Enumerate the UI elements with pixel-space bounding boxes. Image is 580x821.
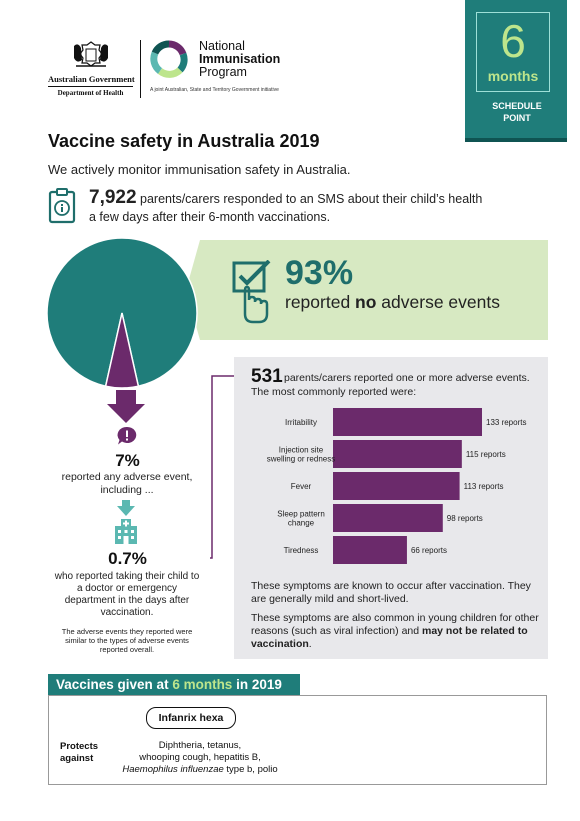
department-name: Department of Health xyxy=(57,89,124,97)
vaccines-title: Vaccines given at 6 months in 2019 xyxy=(56,677,282,692)
page-title: Vaccine safety in Australia 2019 xyxy=(48,131,320,151)
category-label: Injection site swelling or redness xyxy=(267,446,335,464)
value-label: 98 reports xyxy=(447,514,483,523)
checkbox-hand-icon xyxy=(232,260,271,324)
value-label: 115 reports xyxy=(466,450,506,459)
doctor-text: who reported taking their child to a doc… xyxy=(54,571,200,618)
similar-events-text: The adverse events they reported were si… xyxy=(61,627,193,654)
ring-logo-icon xyxy=(150,40,188,78)
badge-label-line2: POINT xyxy=(503,113,531,123)
bar xyxy=(333,536,407,564)
responses-text-1: parents/carers responded to an SMS about… xyxy=(136,192,483,206)
australian-government-logo: Australian Government Department of Heal… xyxy=(48,38,135,97)
adverse-text: reported any adverse event, including ..… xyxy=(61,471,193,496)
exclamation-speech-icon xyxy=(117,426,137,445)
vaccines-header-bar xyxy=(48,674,300,696)
down-arrow-icon xyxy=(107,390,145,423)
small-down-arrow-icon xyxy=(117,500,135,516)
bar xyxy=(333,408,482,436)
reports-header: parents/carers reported one or more adve… xyxy=(284,372,530,384)
program-line2: Immunisation xyxy=(199,52,281,66)
no-adverse-percent: 93% xyxy=(285,254,354,292)
responses-line2: a few days after their 6-month vaccinati… xyxy=(89,210,331,224)
program-name: National Immunisation Program xyxy=(199,40,280,79)
category-label: Tiredness xyxy=(284,546,319,555)
gov-rule xyxy=(48,86,133,87)
category-label: Fever xyxy=(291,482,312,491)
value-label: 66 reports xyxy=(411,546,447,555)
doctor-percent: 0.7% xyxy=(108,549,147,568)
value-label: 113 reports xyxy=(464,482,504,491)
hospital-icon xyxy=(115,519,137,544)
program-line3: Program xyxy=(199,65,247,79)
coat-of-arms-icon xyxy=(73,41,108,67)
gov-name: Australian Government xyxy=(48,74,135,84)
badge-label-line1: SCHEDULE xyxy=(492,101,542,111)
program-line1: National xyxy=(199,39,245,53)
schedule-point-badge xyxy=(465,0,567,142)
category-label: Sleep pattern change xyxy=(277,510,325,528)
bar xyxy=(333,472,460,500)
reports-subheader: The most commonly reported were: xyxy=(251,386,417,398)
adverse-percent: 7% xyxy=(115,451,140,470)
responses-text: 7,922 parents/carers responded to an SMS… xyxy=(89,187,483,226)
badge-label: SCHEDULE POINT xyxy=(472,100,562,124)
badge-unit: months xyxy=(487,68,539,84)
adverse-events-pie xyxy=(46,237,198,389)
clipboard-info-icon xyxy=(48,188,76,224)
badge-number: 6 xyxy=(500,15,526,67)
program-subtitle: A joint Australian, State and Territory … xyxy=(150,87,279,93)
responses-count: 7,922 xyxy=(89,187,137,208)
bar xyxy=(333,440,462,468)
pie-slice-adverse xyxy=(104,312,140,389)
reports-count: 531 xyxy=(251,366,283,387)
value-label: 133 reports xyxy=(486,418,526,427)
adverse-events-bar-chart: Irritability 133 reports Injection site swe… xyxy=(267,408,526,564)
vaccines-box xyxy=(48,695,547,785)
protects-against-label: Protects against xyxy=(60,741,99,764)
badge-frame xyxy=(476,12,550,92)
vaccine-name-pill: Infanrix hexa xyxy=(146,707,236,729)
bar xyxy=(333,504,443,532)
connector-bracket xyxy=(210,375,238,559)
other-causes-note: These symptoms are also common in young … xyxy=(251,612,539,650)
diseases-list: Diphtheria, tetanus, whooping cough, hep… xyxy=(122,740,278,775)
responses-line1: 7,922 parents/carers responded to an SMS… xyxy=(89,187,483,208)
header-divider xyxy=(140,40,141,98)
symptoms-note: These symptoms are known to occur after … xyxy=(251,580,531,605)
intro-text: We actively monitor immunisation safety … xyxy=(48,162,351,177)
category-label: Irritability xyxy=(285,418,317,427)
no-adverse-text: reported no adverse events xyxy=(285,292,500,312)
pie-slice-no-adverse xyxy=(46,237,198,388)
